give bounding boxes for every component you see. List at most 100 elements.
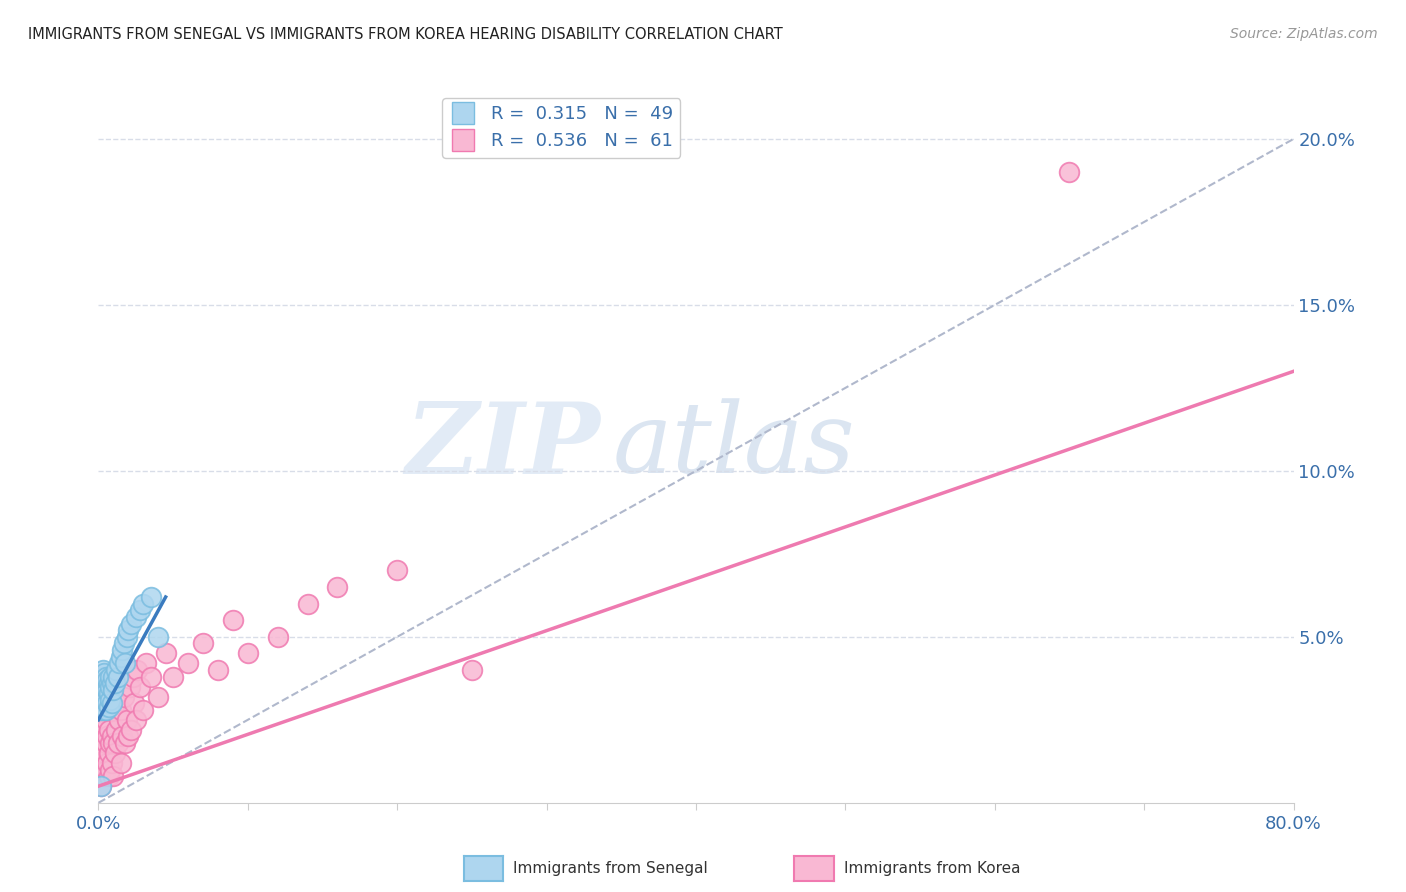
Point [93,666,115,681]
Point [132,597,155,611]
Point [90,779,112,793]
Point [117,730,139,744]
Point [93,746,115,760]
Point [94,736,117,750]
Point [100,680,122,694]
Point [100,763,122,777]
Point [139,670,162,684]
Point [91,663,114,677]
Text: Immigrants from Senegal: Immigrants from Senegal [513,862,709,876]
Point [90,763,112,777]
Point [120,723,142,737]
Text: ZIP: ZIP [405,398,600,494]
Point [114,736,136,750]
Point [129,680,152,694]
Point [103,682,125,697]
Point [112,690,135,704]
Point [121,670,143,684]
Point [89,690,111,704]
Point [461,663,484,677]
Point [89,703,111,717]
Point [162,670,184,684]
Text: IMMIGRANTS FROM SENEGAL VS IMMIGRANTS FROM KOREA HEARING DISABILITY CORRELATION : IMMIGRANTS FROM SENEGAL VS IMMIGRANTS FR… [28,27,783,42]
Point [326,580,349,594]
Point [100,693,122,707]
Point [96,756,118,770]
Point [117,624,139,638]
Point [105,696,128,710]
Text: Immigrants from Korea: Immigrants from Korea [844,862,1021,876]
Point [107,670,129,684]
Point [139,590,162,604]
Point [104,676,127,690]
Point [110,756,132,770]
Point [108,657,131,671]
Point [155,647,177,661]
Point [191,636,214,650]
Point [297,597,319,611]
Point [177,657,200,671]
Point [93,690,115,704]
Point [104,746,127,760]
Point [93,723,115,737]
Point [94,763,117,777]
Point [236,647,259,661]
Point [90,736,112,750]
Point [100,670,122,684]
Point [111,730,134,744]
Point [129,603,152,617]
Legend: R =  0.315   N =  49, R =  0.536   N =  61: R = 0.315 N = 49, R = 0.536 N = 61 [441,98,681,158]
Point [110,703,132,717]
Point [96,682,118,697]
Point [132,703,155,717]
Point [103,670,125,684]
Point [103,769,125,783]
Point [94,680,117,694]
Point [91,703,114,717]
Point [90,680,112,694]
Point [105,723,128,737]
Point [124,696,146,710]
Point [135,657,157,671]
Point [101,676,124,690]
Point [90,670,112,684]
Point [91,756,114,770]
Point [97,746,120,760]
Point [127,663,149,677]
Point [112,636,135,650]
Point [91,730,114,744]
Point [94,703,117,717]
Point [207,663,229,677]
Point [148,690,170,704]
Text: Source: ZipAtlas.com: Source: ZipAtlas.com [1230,27,1378,41]
Point [107,736,129,750]
Point [101,696,124,710]
Point [93,699,115,714]
Point [385,564,409,578]
Point [94,670,117,684]
Point [91,693,114,707]
Point [96,673,118,687]
Point [105,663,128,677]
Point [100,736,122,750]
Point [118,680,141,694]
Point [125,713,148,727]
Point [101,756,124,770]
Point [148,630,170,644]
Point [222,613,245,627]
Point [115,713,138,727]
Point [97,676,120,690]
Point [97,769,120,783]
Point [114,657,136,671]
Point [125,610,148,624]
Point [96,696,118,710]
Point [97,699,120,714]
Point [120,616,142,631]
Point [91,713,114,727]
Point [1059,165,1081,179]
Point [110,649,132,664]
Point [108,713,131,727]
Point [111,643,134,657]
Point [90,696,112,710]
Point [91,682,114,697]
